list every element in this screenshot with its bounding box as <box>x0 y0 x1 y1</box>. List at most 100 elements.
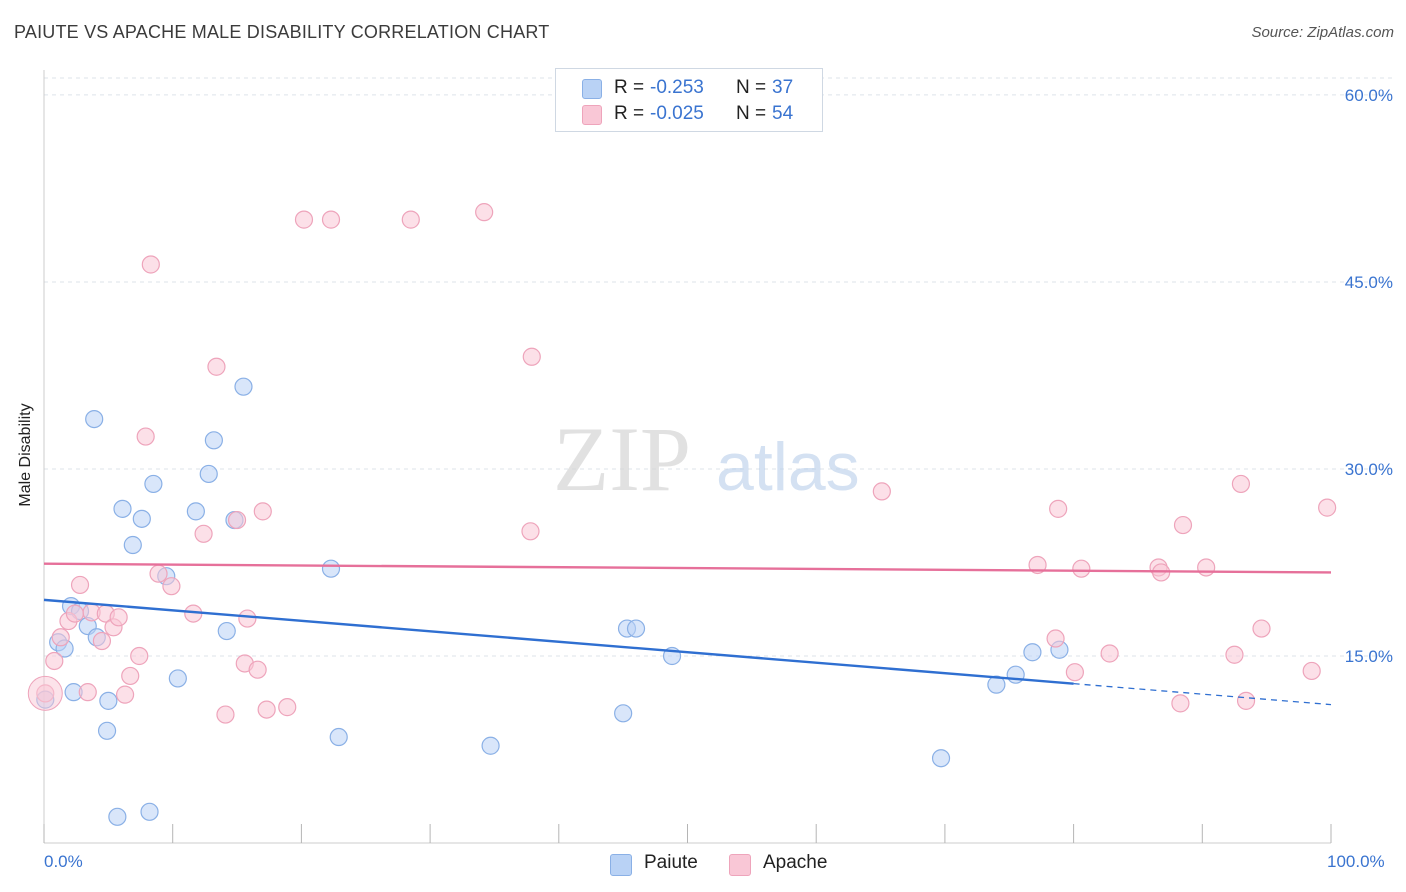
y-tick-label: 45.0% <box>1345 273 1393 292</box>
apache-point <box>257 700 276 719</box>
legend-row-paiute: R = -0.253 N = 37 <box>556 75 822 101</box>
apache-swatch <box>582 105 602 125</box>
paiute-point <box>140 802 159 821</box>
source-label: Source: ZipAtlas.com <box>1251 24 1394 41</box>
paiute-point <box>614 704 633 723</box>
x-tick-label-max: 100.0% <box>1327 852 1385 871</box>
axes <box>43 70 1332 844</box>
apache-point <box>45 651 64 671</box>
n-label: N = <box>736 77 767 98</box>
paiute-point <box>626 619 646 638</box>
apache-legend-label: Apache <box>763 852 828 873</box>
r-label: R = <box>614 103 645 124</box>
apache-point <box>109 608 128 627</box>
apache-point <box>141 255 160 274</box>
apache-point <box>1252 619 1271 638</box>
paiute-point <box>144 474 163 494</box>
apache-point <box>321 210 341 229</box>
apache-point <box>149 564 168 583</box>
apache-point <box>1072 559 1091 578</box>
y-tick-labels: 15.0% 30.0% 45.0% 60.0% <box>1345 86 1393 666</box>
paiute-point <box>234 377 253 396</box>
paiute-point <box>481 736 500 755</box>
paiute-trend-extension <box>1073 683 1332 706</box>
apache-point <box>70 575 90 595</box>
apache-point <box>294 210 314 229</box>
y-tick-label: 15.0% <box>1345 647 1393 666</box>
paiute-point <box>113 499 132 518</box>
paiute-point <box>199 464 218 484</box>
data-points <box>27 203 1337 826</box>
paiute-point <box>132 509 151 528</box>
y-tick-label: 30.0% <box>1345 460 1393 479</box>
apache-point <box>1028 555 1047 575</box>
apache-n-value: 54 <box>772 103 794 124</box>
apache-point <box>253 502 272 521</box>
paiute-point <box>931 749 951 768</box>
apache-trend-line <box>43 562 1332 574</box>
paiute-legend-swatch <box>610 854 632 876</box>
paiute-n-value: 37 <box>772 77 794 98</box>
apache-point <box>1171 694 1190 713</box>
apache-r-value: -0.025 <box>650 103 704 124</box>
paiute-trend-line <box>43 598 1074 685</box>
apache-legend-swatch <box>729 854 751 876</box>
apache-point <box>1225 645 1244 664</box>
apache-point <box>207 357 226 376</box>
apache-point <box>136 427 155 446</box>
apache-point <box>1065 663 1084 682</box>
watermark-atlas: atlas <box>716 429 860 505</box>
apache-point <box>92 631 112 651</box>
apache-point <box>475 203 494 222</box>
chart-title: PAIUTE VS APACHE MALE DISABILITY CORRELA… <box>14 22 550 42</box>
apache-point <box>248 660 267 679</box>
paiute-point <box>204 431 223 450</box>
apache-point <box>1318 498 1337 517</box>
paiute-point <box>99 691 118 710</box>
apache-point <box>121 666 140 686</box>
apache-point <box>51 628 70 647</box>
y-axis-label: Male Disability <box>17 403 34 507</box>
legend-row-apache: R = -0.025 N = 54 <box>556 101 822 127</box>
apache-point <box>1197 558 1216 577</box>
apache-point <box>115 685 135 704</box>
apache-point <box>1302 661 1321 681</box>
paiute-point <box>85 409 104 429</box>
apache-point <box>130 646 149 666</box>
apache-point <box>401 210 420 229</box>
apache-point <box>162 577 181 596</box>
paiute-legend-label: Paiute <box>644 852 698 873</box>
paiute-point <box>987 675 1006 694</box>
apache-point <box>522 347 541 366</box>
apache-point <box>1236 691 1256 710</box>
trend-lines <box>43 562 1332 706</box>
paiute-point <box>329 727 348 747</box>
paiute-point <box>123 535 142 555</box>
apache-point <box>1100 644 1119 663</box>
x-tick-label-min: 0.0% <box>44 852 83 871</box>
paiute-point <box>321 559 341 578</box>
apache-point <box>238 609 257 628</box>
apache-point <box>1049 499 1068 518</box>
r-label: R = <box>614 77 645 98</box>
watermark-zip: ZIP <box>553 408 691 510</box>
apache-point <box>227 510 247 530</box>
apache-point <box>521 522 540 541</box>
paiute-point <box>186 502 205 521</box>
paiute-point <box>168 669 187 688</box>
correlation-legend: R = -0.253 N = 37 R = -0.025 N = 54 <box>555 68 823 132</box>
apache-point <box>27 675 63 711</box>
series-legend: Paiute Apache <box>0 852 1406 878</box>
apache-point <box>278 698 297 717</box>
paiute-point <box>97 721 117 740</box>
apache-point <box>872 482 891 501</box>
paiute-r-value: -0.253 <box>650 77 704 98</box>
apache-point <box>1231 474 1251 494</box>
apache-point <box>194 524 213 543</box>
apache-point <box>78 683 97 702</box>
y-tick-label: 60.0% <box>1345 86 1393 105</box>
paiute-point <box>1023 643 1042 662</box>
apache-point <box>216 705 235 724</box>
paiute-point <box>108 807 127 826</box>
paiute-point <box>217 621 236 641</box>
